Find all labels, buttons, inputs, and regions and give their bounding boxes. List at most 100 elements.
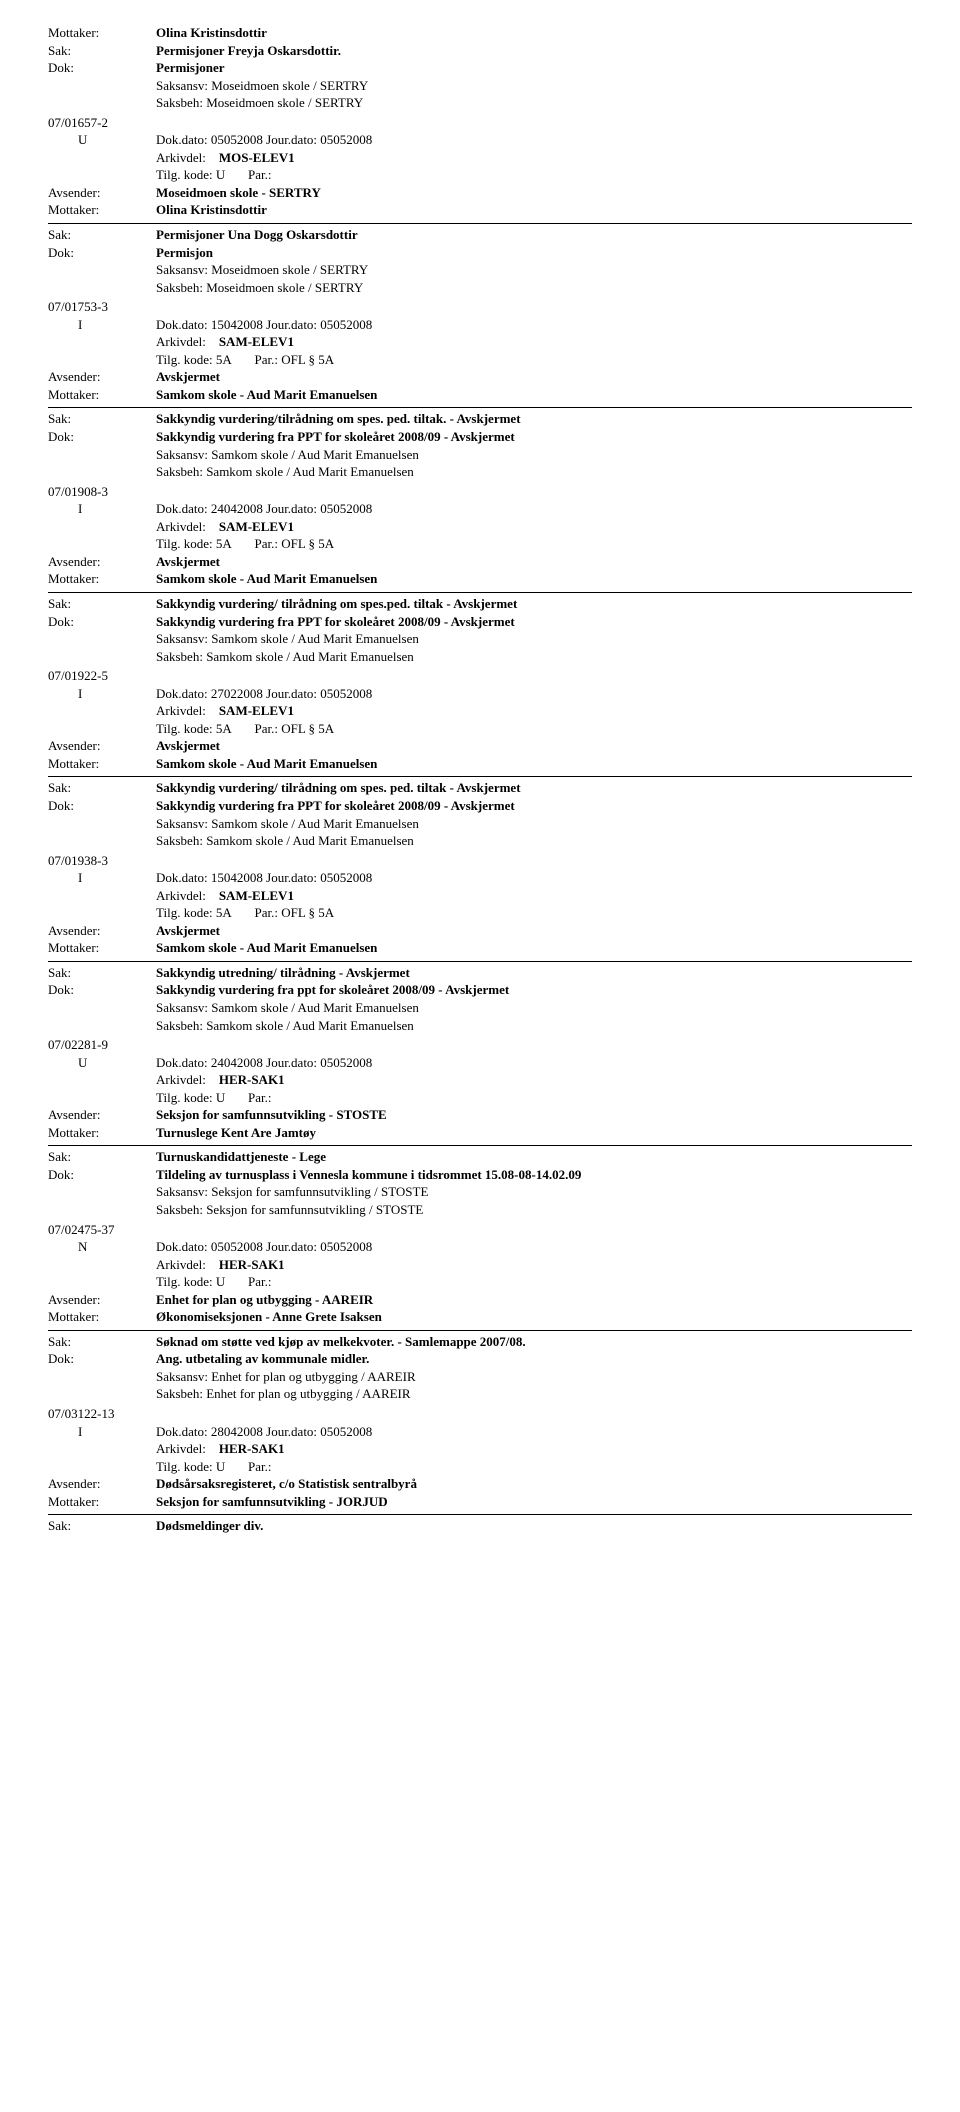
indented-row: Saksansv: Samkom skole / Aud Marit Emanu…: [48, 815, 912, 833]
field-value: Sakkyndig utredning/ tilrådning - Avskje…: [156, 964, 912, 982]
field-value: Moseidmoen skole - SERTRY: [156, 184, 912, 202]
indented-row: Tilg. kode: 5A Par.: OFL § 5A: [48, 720, 912, 738]
indented-row: Tilg. kode: 5A Par.: OFL § 5A: [48, 535, 912, 553]
case-letter: U: [48, 131, 156, 149]
indented-row: Tilg. kode: 5A Par.: OFL § 5A: [48, 351, 912, 369]
field-row: Mottaker:Samkom skole - Aud Marit Emanue…: [48, 755, 912, 773]
indented-row: Saksansv: Samkom skole / Aud Marit Emanu…: [48, 446, 912, 464]
field-value: Enhet for plan og utbygging - AAREIR: [156, 1291, 912, 1309]
field-label: Dok:: [48, 1166, 156, 1184]
field-row: Sak:Søknad om støtte ved kjøp av melkekv…: [48, 1333, 912, 1351]
indented-value: Arkivdel: SAM-ELEV1: [156, 702, 912, 720]
field-label: Mottaker:: [48, 201, 156, 219]
indented-row: Tilg. kode: U Par.:: [48, 1458, 912, 1476]
case-letter: N: [48, 1238, 156, 1256]
indented-value: Saksansv: Seksjon for samfunnsutvikling …: [156, 1183, 912, 1201]
sak-dok-block: Sak:Sakkyndig vurdering/ tilrådning om s…: [48, 595, 912, 665]
case-letter: I: [48, 316, 156, 334]
field-value: Permisjoner Una Dogg Oskarsdottir: [156, 226, 912, 244]
indented-row: Saksbeh: Moseidmoen skole / SERTRY: [48, 279, 912, 297]
field-row: Dok:Tildeling av turnusplass i Vennesla …: [48, 1166, 912, 1184]
indented-row: Saksansv: Enhet for plan og utbygging / …: [48, 1368, 912, 1386]
indented-row: Arkivdel: HER-SAK1: [48, 1256, 912, 1274]
field-value: Sakkyndig vurdering fra PPT for skoleåre…: [156, 428, 912, 446]
indented-value: Saksbeh: Moseidmoen skole / SERTRY: [156, 279, 912, 297]
indented-value: Arkivdel: MOS-ELEV1: [156, 149, 912, 167]
indented-value: Saksbeh: Samkom skole / Aud Marit Emanue…: [156, 832, 912, 850]
indented-row: Arkivdel: SAM-ELEV1: [48, 702, 912, 720]
case-code-row: 07/01938-3: [48, 852, 912, 870]
case-letter-row: IDok.dato: 15042008 Jour.dato: 05052008: [48, 316, 912, 334]
field-row: Sak:Permisjoner Una Dogg Oskarsdottir: [48, 226, 912, 244]
field-row: Avsender:Avskjermet: [48, 922, 912, 940]
field-value: Permisjon: [156, 244, 912, 262]
field-value: Tildeling av turnusplass i Vennesla komm…: [156, 1166, 912, 1184]
indented-value: Saksbeh: Samkom skole / Aud Marit Emanue…: [156, 463, 912, 481]
field-value: Sakkyndig vurdering fra ppt for skoleåre…: [156, 981, 912, 999]
field-label: Sak:: [48, 42, 156, 60]
field-label: Mottaker:: [48, 570, 156, 588]
field-label: Mottaker:: [48, 1124, 156, 1142]
dok-dato: Dok.dato: 27022008 Jour.dato: 05052008: [156, 685, 912, 703]
indented-value: Saksbeh: Samkom skole / Aud Marit Emanue…: [156, 1017, 912, 1035]
field-row: Sak:Permisjoner Freyja Oskarsdottir.: [48, 42, 912, 60]
case-code: 07/01938-3: [48, 852, 108, 870]
indented-value: Arkivdel: HER-SAK1: [156, 1256, 912, 1274]
field-value: Samkom skole - Aud Marit Emanuelsen: [156, 939, 912, 957]
field-label: Dok:: [48, 59, 156, 77]
case-letter: I: [48, 1423, 156, 1441]
field-value: Samkom skole - Aud Marit Emanuelsen: [156, 755, 912, 773]
field-label: Dok:: [48, 613, 156, 631]
field-label: Sak:: [48, 1517, 156, 1535]
indented-value: Saksansv: Samkom skole / Aud Marit Emanu…: [156, 446, 912, 464]
indented-row: Tilg. kode: U Par.:: [48, 1273, 912, 1291]
indented-row: Tilg. kode: U Par.:: [48, 166, 912, 184]
case-letter-row: UDok.dato: 24042008 Jour.dato: 05052008: [48, 1054, 912, 1072]
field-label: Sak:: [48, 595, 156, 613]
field-label: Avsender:: [48, 368, 156, 386]
field-row: Mottaker:Seksjon for samfunnsutvikling -…: [48, 1493, 912, 1511]
field-value: Søknad om støtte ved kjøp av melkekvoter…: [156, 1333, 912, 1351]
sak-dok-block: Sak:Dødsmeldinger div.: [48, 1517, 912, 1535]
field-row: Avsender:Avskjermet: [48, 737, 912, 755]
dok-dato: Dok.dato: 28042008 Jour.dato: 05052008: [156, 1423, 912, 1441]
field-row: Mottaker:Samkom skole - Aud Marit Emanue…: [48, 939, 912, 957]
indented-value: Tilg. kode: 5A Par.: OFL § 5A: [156, 720, 912, 738]
field-row: Dok:Sakkyndig vurdering fra ppt for skol…: [48, 981, 912, 999]
indented-value: Saksansv: Samkom skole / Aud Marit Emanu…: [156, 630, 912, 648]
field-label: Avsender:: [48, 184, 156, 202]
separator: [48, 223, 912, 224]
field-row: Dok:Permisjon: [48, 244, 912, 262]
indented-value: Tilg. kode: 5A Par.: OFL § 5A: [156, 904, 912, 922]
indented-value: Saksansv: Moseidmoen skole / SERTRY: [156, 77, 912, 95]
sak-dok-block: Sak:Permisjoner Freyja Oskarsdottir.Dok:…: [48, 42, 912, 112]
indented-value: Tilg. kode: U Par.:: [156, 1089, 912, 1107]
indented-value: Saksbeh: Samkom skole / Aud Marit Emanue…: [156, 648, 912, 666]
indented-value: Saksbeh: Enhet for plan og utbygging / A…: [156, 1385, 912, 1403]
field-value: Turnuslege Kent Are Jamtøy: [156, 1124, 912, 1142]
field-value: Olina Kristinsdottir: [156, 24, 912, 42]
field-row: Avsender:Moseidmoen skole - SERTRY: [48, 184, 912, 202]
case-code-row: 07/02475-37: [48, 1221, 912, 1239]
field-label: Dok:: [48, 1350, 156, 1368]
sak-dok-block: Sak:Permisjoner Una Dogg OskarsdottirDok…: [48, 226, 912, 296]
indented-value: Tilg. kode: U Par.:: [156, 1273, 912, 1291]
field-row: Mottaker:Samkom skole - Aud Marit Emanue…: [48, 386, 912, 404]
case-letter: I: [48, 500, 156, 518]
field-label: Avsender:: [48, 737, 156, 755]
case-letter: U: [48, 1054, 156, 1072]
field-value: Turnuskandidattjeneste - Lege: [156, 1148, 912, 1166]
field-row: Dok:Permisjoner: [48, 59, 912, 77]
field-row: Dok:Sakkyndig vurdering fra PPT for skol…: [48, 428, 912, 446]
sak-dok-block: Sak:Sakkyndig vurdering/tilrådning om sp…: [48, 410, 912, 480]
dok-dato: Dok.dato: 24042008 Jour.dato: 05052008: [156, 500, 912, 518]
field-row: Mottaker:Samkom skole - Aud Marit Emanue…: [48, 570, 912, 588]
indented-row: Saksbeh: Moseidmoen skole / SERTRY: [48, 94, 912, 112]
case-code-row: 07/01657-2: [48, 114, 912, 132]
field-label: Dok:: [48, 797, 156, 815]
indented-row: Arkivdel: SAM-ELEV1: [48, 518, 912, 536]
field-label: Mottaker:: [48, 1493, 156, 1511]
sak-dok-block: Sak:Sakkyndig utredning/ tilrådning - Av…: [48, 964, 912, 1034]
field-value: Avskjermet: [156, 737, 912, 755]
indented-row: Arkivdel: SAM-ELEV1: [48, 887, 912, 905]
